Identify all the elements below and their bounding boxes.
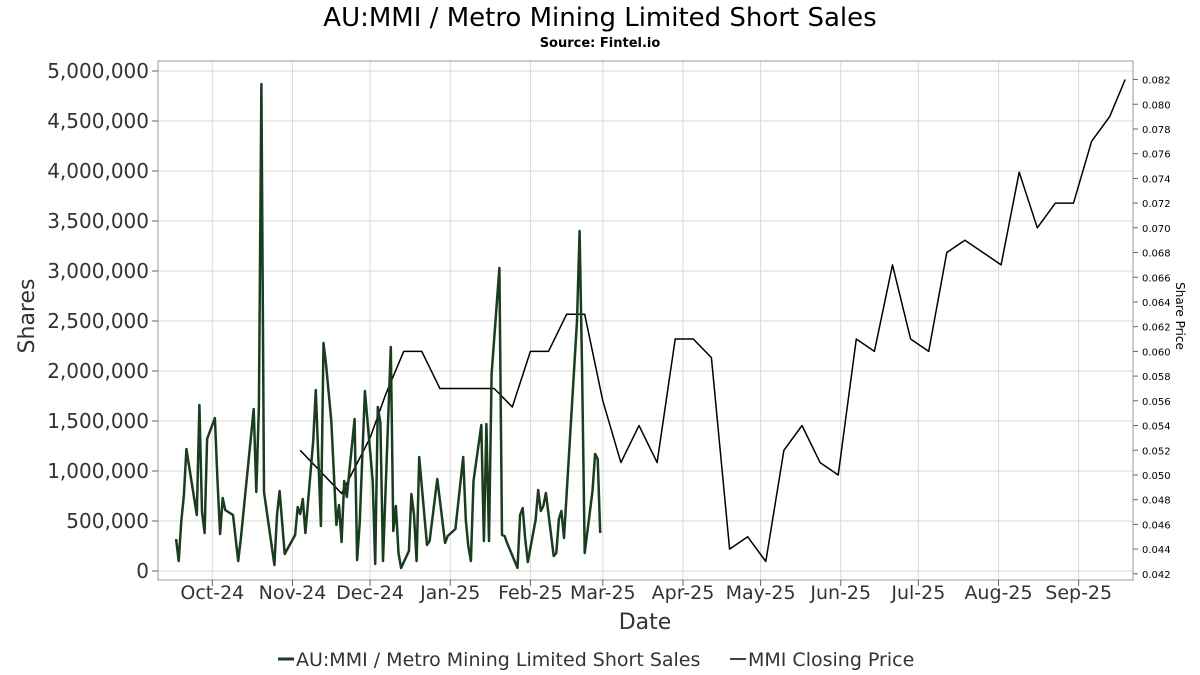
right-tick-label: 0.050 (1142, 471, 1171, 482)
left-tick-label: 4,000,000 (47, 159, 149, 183)
legend: AU:MMI / Metro Mining Limited Short Sale… (278, 649, 914, 671)
price-series-layer (299, 79, 1126, 563)
x-tick-label: Jan-25 (419, 582, 480, 604)
right-axis-ticks: 0.042 0.044 0.046 0.048 0.050 0.052 0.054 0.056… (1133, 76, 1171, 581)
x-tick-label: Jun-25 (809, 582, 871, 604)
chart-title: AU:MMI / Metro Mining Limited Short Sale… (323, 3, 876, 33)
right-tick-label: 0.054 (1142, 422, 1171, 433)
x-tick-label: Dec-24 (336, 582, 404, 604)
right-tick-label: 0.068 (1142, 249, 1171, 260)
right-tick-label: 0.076 (1142, 150, 1171, 161)
short-sales-line (174, 82, 602, 570)
right-tick-label: 0.058 (1142, 372, 1171, 383)
left-tick-label: 0 (136, 559, 149, 583)
right-tick-label: 0.060 (1142, 347, 1171, 358)
price-line (299, 79, 1126, 563)
x-tick-label: Apr-25 (652, 582, 715, 604)
x-tick-label: Feb-25 (498, 582, 563, 604)
short-sales-series-layer (174, 82, 602, 570)
left-tick-label: 2,000,000 (47, 359, 149, 383)
left-tick-label: 1,500,000 (47, 409, 149, 433)
right-tick-label: 0.070 (1142, 224, 1171, 235)
left-tick-label: 500,000 (66, 509, 149, 533)
left-tick-label: 4,500,000 (47, 109, 149, 133)
chart-subtitle: Source: Fintel.io (540, 36, 661, 51)
x-tick-label: Oct-24 (180, 582, 244, 604)
x-tick-label: Jul-25 (890, 582, 945, 604)
x-tick-label: Nov-24 (259, 582, 327, 604)
legend-label-short-sales: AU:MMI / Metro Mining Limited Short Sale… (296, 649, 700, 671)
x-tick-label: Aug-25 (964, 582, 1032, 604)
left-tick-label: 3,000,000 (47, 259, 149, 283)
right-tick-label: 0.078 (1142, 125, 1171, 136)
left-axis-ticks: 0 500,000 1,000,000 1,500,000 2,000,000 2,500… (47, 59, 158, 583)
x-tick-label: May-25 (726, 582, 796, 604)
right-tick-label: 0.046 (1142, 520, 1171, 531)
gridlines (158, 61, 1133, 580)
x-axis-ticks: Oct-24 Nov-24 Dec-24 Jan-25 Feb-25 Mar-25 Apr-… (180, 580, 1112, 604)
right-tick-label: 0.072 (1142, 199, 1171, 210)
x-tick-label: Mar-25 (570, 582, 636, 604)
right-tick-label: 0.066 (1142, 273, 1171, 284)
left-tick-label: 5,000,000 (47, 59, 149, 83)
legend-label-closing-price: MMI Closing Price (748, 649, 914, 671)
right-tick-label: 0.052 (1142, 446, 1171, 457)
left-tick-label: 2,500,000 (47, 309, 149, 333)
right-tick-label: 0.062 (1142, 323, 1171, 334)
right-tick-label: 0.056 (1142, 397, 1171, 408)
left-tick-label: 3,500,000 (47, 209, 149, 233)
x-tick-label: Sep-25 (1045, 582, 1112, 604)
right-tick-label: 0.064 (1142, 298, 1171, 309)
right-tick-label: 0.082 (1142, 76, 1171, 87)
right-tick-label: 0.048 (1142, 496, 1171, 507)
right-tick-label: 0.080 (1142, 100, 1171, 111)
right-axis-title: Share Price (1173, 282, 1187, 350)
right-tick-label: 0.044 (1142, 545, 1171, 556)
right-tick-label: 0.074 (1142, 174, 1171, 185)
left-tick-label: 1,000,000 (47, 459, 149, 483)
x-axis-title: Date (619, 610, 672, 635)
y-axis-title: Shares (15, 279, 40, 354)
right-tick-label: 0.042 (1142, 570, 1171, 581)
